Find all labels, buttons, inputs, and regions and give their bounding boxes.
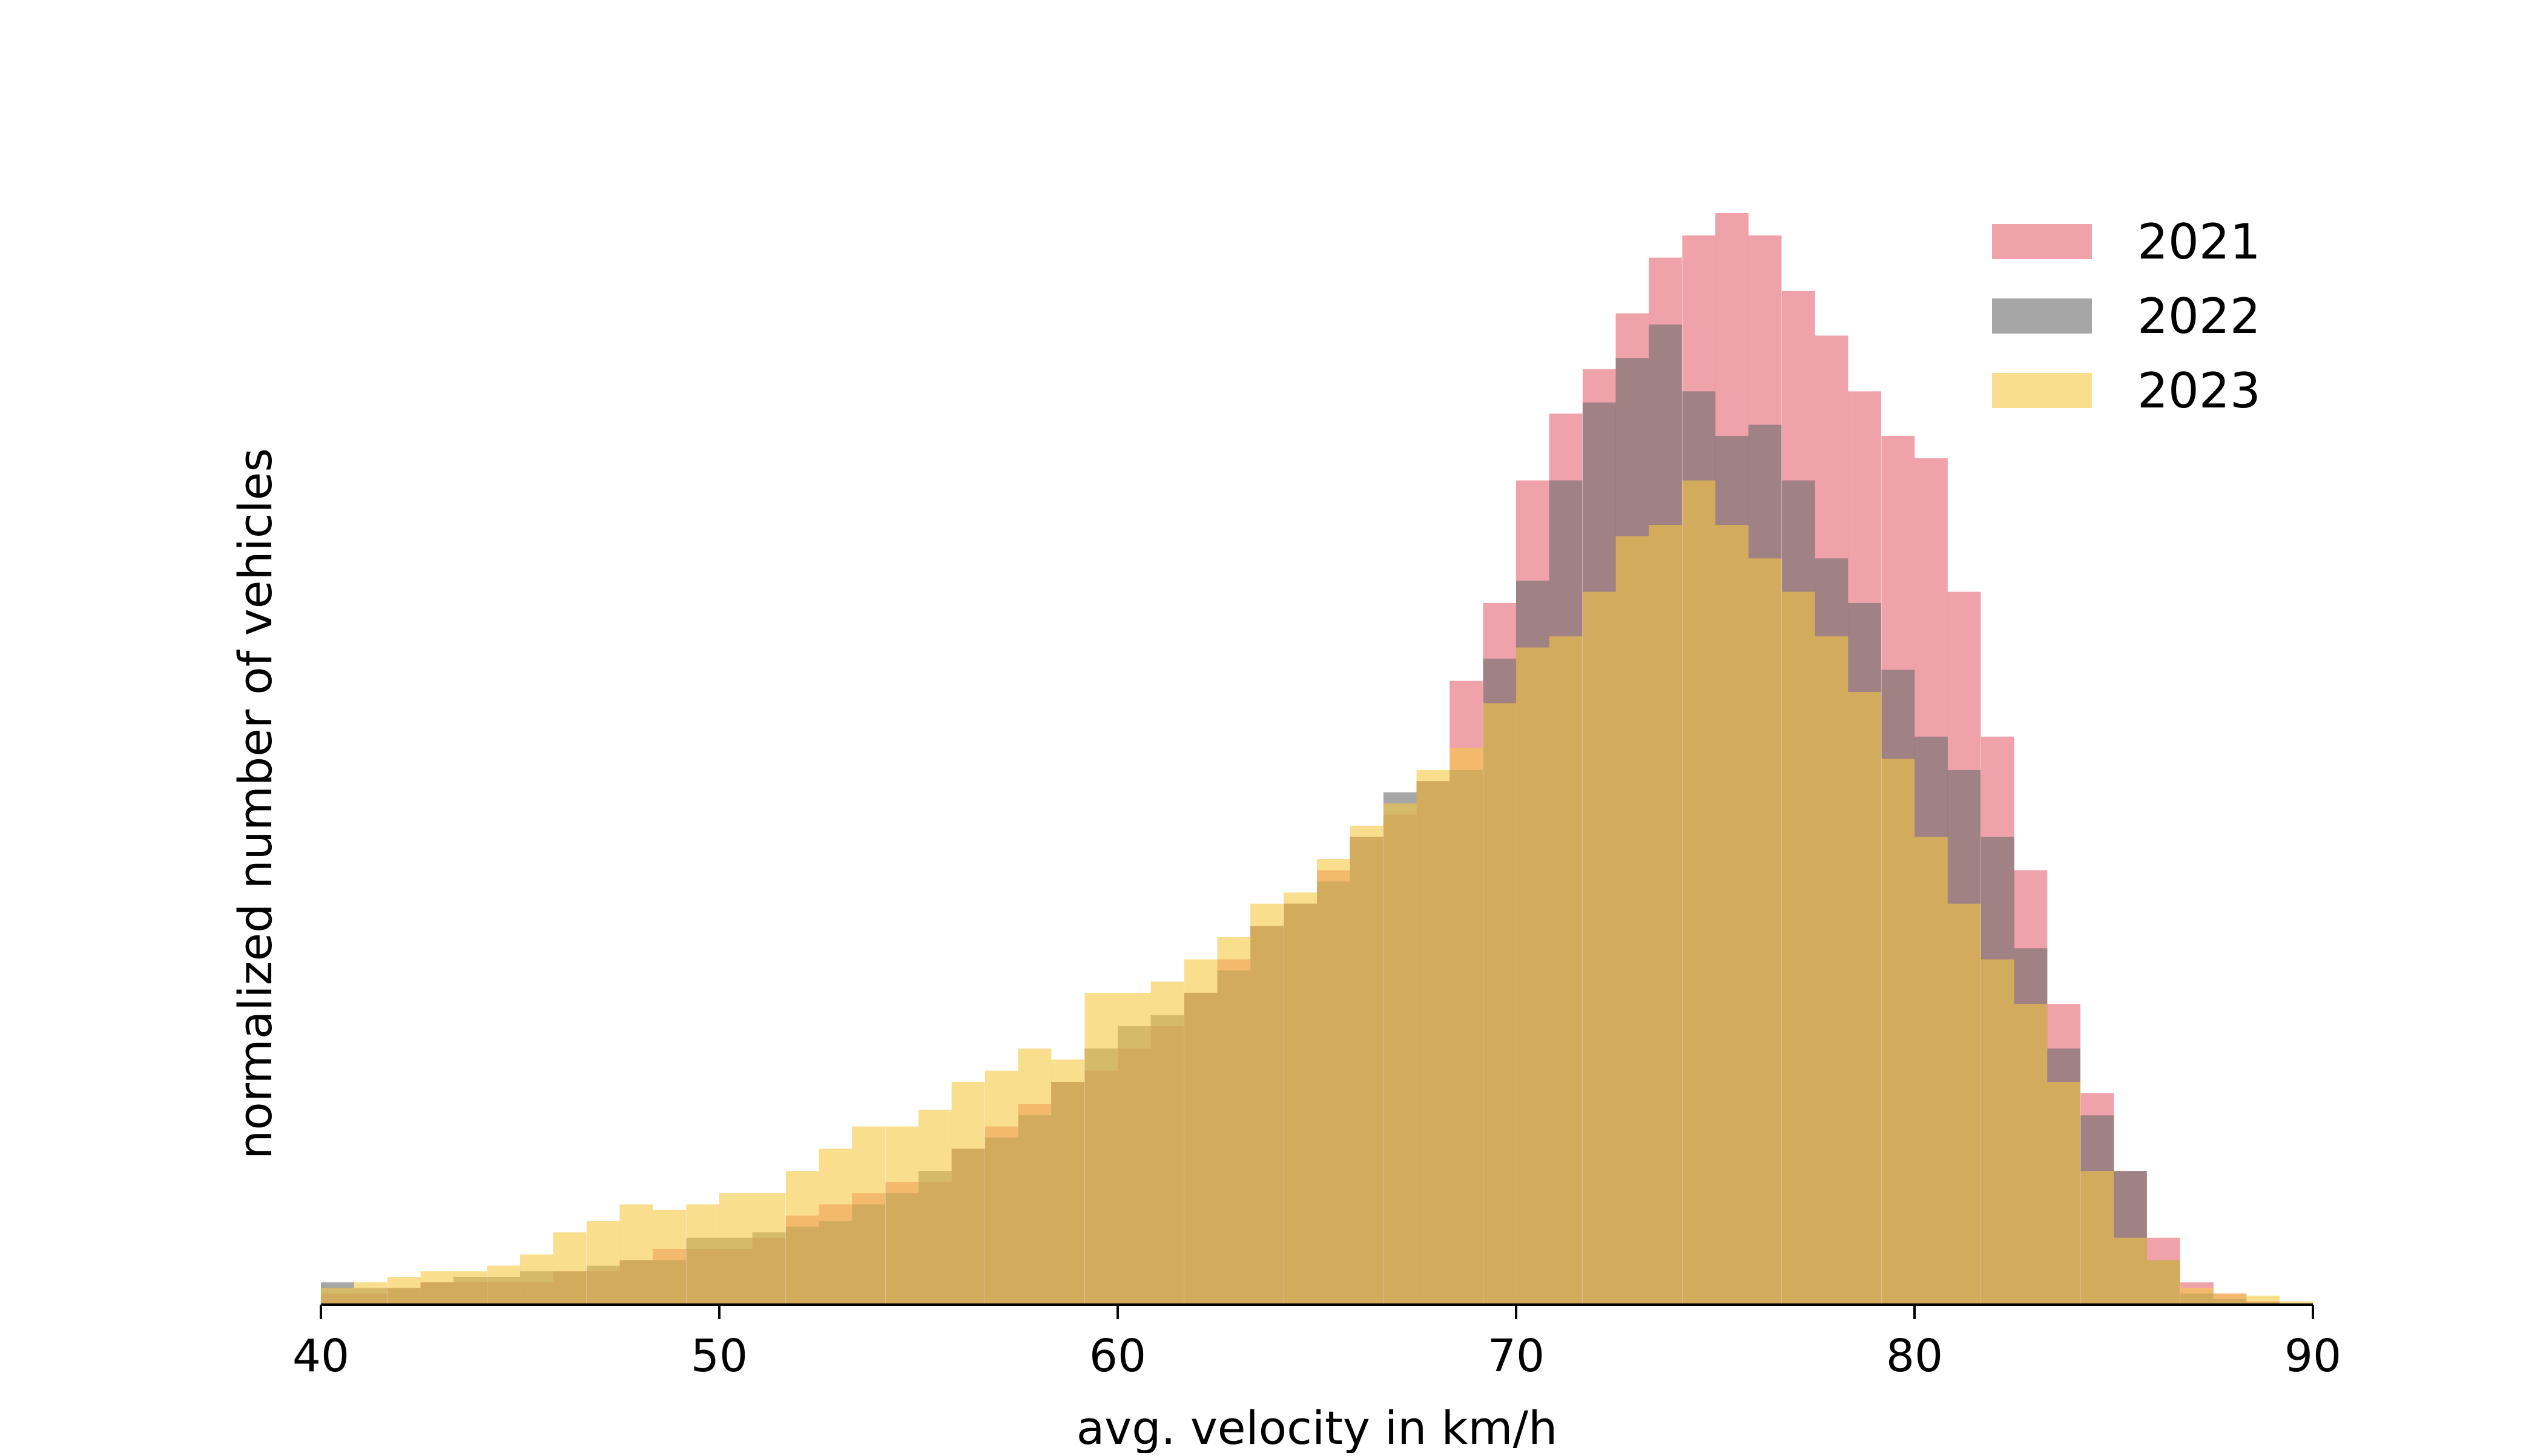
bar-2023-13 xyxy=(752,1193,786,1305)
bar-2023-35 xyxy=(1483,703,1517,1305)
bar-2023-16 xyxy=(852,1126,885,1305)
y-axis-label: normalized number of vehicles xyxy=(228,448,282,1159)
bar-2023-47 xyxy=(1881,759,1915,1305)
bar-2023-46 xyxy=(1848,692,1881,1305)
bar-2023-2 xyxy=(387,1277,421,1305)
x-tick-label: 50 xyxy=(691,1330,748,1382)
legend-swatch-2021 xyxy=(1992,224,2092,259)
bar-2023-20 xyxy=(985,1070,1018,1305)
legend-label-2023: 2023 xyxy=(2137,363,2261,419)
bar-2023-26 xyxy=(1184,959,1218,1305)
bar-2023-19 xyxy=(951,1082,985,1305)
legend-label-2022: 2022 xyxy=(2137,288,2261,344)
x-tick-label: 40 xyxy=(292,1330,349,1382)
bar-2023-18 xyxy=(919,1110,952,1305)
bar-2023-56 xyxy=(2180,1288,2214,1305)
bar-2023-33 xyxy=(1416,769,1450,1305)
bar-2023-9 xyxy=(619,1204,653,1305)
bar-2023-44 xyxy=(1781,591,1815,1305)
bar-2023-11 xyxy=(686,1204,720,1305)
bar-2023-36 xyxy=(1516,647,1549,1305)
bar-2023-14 xyxy=(785,1171,819,1305)
bar-2023-15 xyxy=(819,1148,853,1305)
bar-2023-32 xyxy=(1383,803,1417,1305)
bar-2023-58 xyxy=(2246,1296,2280,1305)
bar-2023-5 xyxy=(487,1265,521,1305)
bar-2023-41 xyxy=(1682,480,1716,1305)
bar-2023-30 xyxy=(1317,859,1350,1305)
bar-2023-27 xyxy=(1217,937,1251,1305)
bar-2023-54 xyxy=(2114,1237,2147,1305)
legend-swatch-2023 xyxy=(1992,373,2092,408)
bar-2023-43 xyxy=(1748,558,1782,1305)
bar-2023-53 xyxy=(2080,1171,2114,1305)
bar-2023-40 xyxy=(1649,525,1682,1305)
bar-2023-7 xyxy=(553,1232,587,1305)
bar-2023-39 xyxy=(1615,536,1649,1305)
bar-2023-37 xyxy=(1549,636,1583,1305)
bar-2023-22 xyxy=(1051,1059,1084,1305)
bar-2023-0 xyxy=(321,1288,354,1305)
bar-2023-1 xyxy=(354,1282,388,1305)
bar-2023-52 xyxy=(2047,1082,2080,1305)
bar-2023-21 xyxy=(1018,1048,1052,1305)
bar-2023-29 xyxy=(1284,892,1318,1305)
x-axis-ticks: 40 50 60 70 80 90 xyxy=(292,1305,2341,1382)
x-tick-label: 70 xyxy=(1488,1330,1545,1382)
bar-2023-23 xyxy=(1084,992,1118,1305)
bar-2023-25 xyxy=(1150,981,1184,1305)
x-tick-label: 90 xyxy=(2284,1330,2341,1382)
legend-label-2021: 2021 xyxy=(2137,214,2261,270)
histogram-bars xyxy=(321,212,2313,1305)
series-2023 xyxy=(321,480,2313,1305)
bar-2023-17 xyxy=(885,1126,919,1305)
bar-2023-12 xyxy=(719,1193,753,1305)
bar-2023-10 xyxy=(653,1210,686,1305)
bar-2023-59 xyxy=(2280,1301,2313,1305)
bar-2023-50 xyxy=(1981,959,2014,1305)
x-tick-label: 80 xyxy=(1886,1330,1943,1382)
bar-2023-45 xyxy=(1815,636,1849,1305)
bar-2023-31 xyxy=(1350,825,1384,1305)
bar-2023-4 xyxy=(454,1271,487,1305)
x-axis-label: avg. velocity in km/h xyxy=(1077,1401,1558,1453)
bar-2023-24 xyxy=(1118,992,1151,1305)
bar-2023-48 xyxy=(1915,837,1948,1305)
bar-2023-38 xyxy=(1582,591,1616,1305)
bar-2023-28 xyxy=(1250,903,1284,1305)
bar-2023-55 xyxy=(2146,1260,2180,1305)
x-tick-label: 60 xyxy=(1089,1330,1146,1382)
bar-2023-51 xyxy=(2014,1004,2048,1305)
bar-2023-57 xyxy=(2213,1293,2247,1305)
bar-2023-49 xyxy=(1947,903,1981,1305)
bar-2023-8 xyxy=(586,1221,620,1305)
bar-2023-3 xyxy=(420,1271,454,1305)
legend: 2021 2022 2023 xyxy=(1992,214,2261,419)
bar-2023-6 xyxy=(520,1254,553,1305)
legend-swatch-2022 xyxy=(1992,298,2092,334)
bar-2023-34 xyxy=(1450,748,1483,1305)
bar-2023-42 xyxy=(1715,525,1749,1305)
